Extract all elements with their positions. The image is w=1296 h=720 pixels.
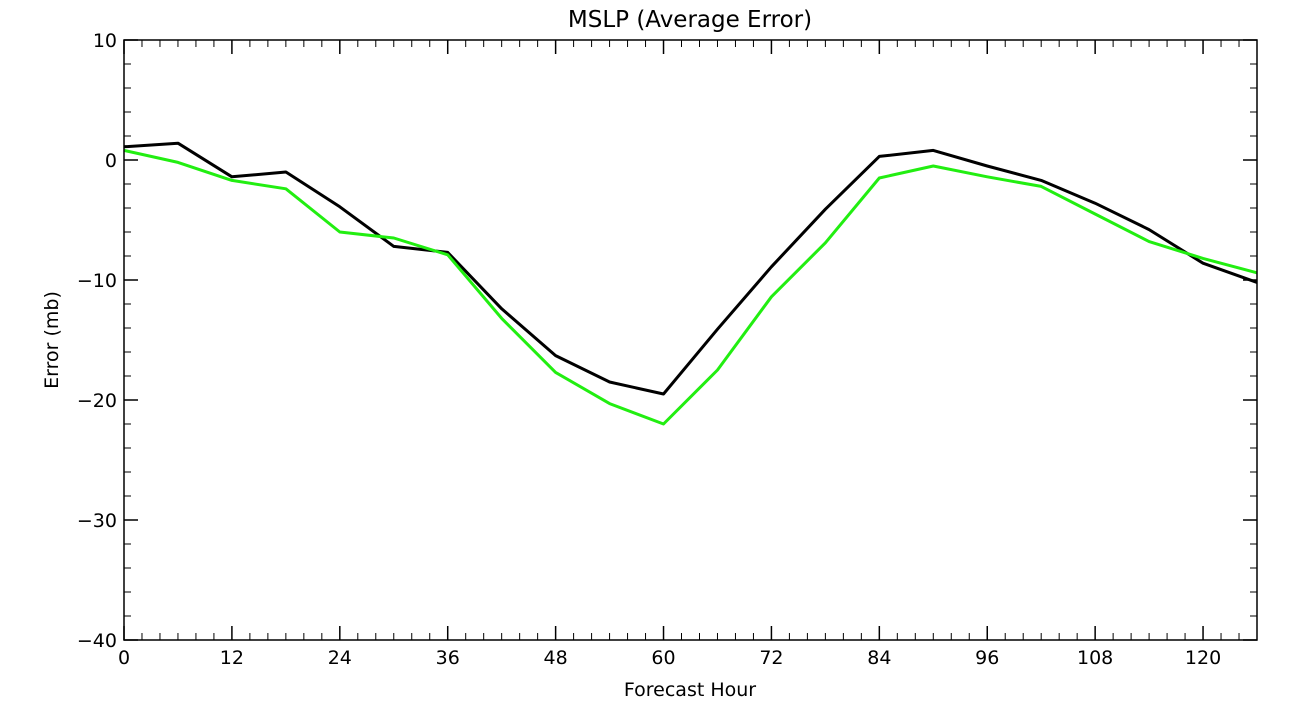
- x-tick-label: 36: [436, 647, 460, 669]
- series-lines: [123, 141, 1258, 426]
- series-line-2: [123, 148, 1258, 426]
- x-tick-label: 96: [975, 647, 999, 669]
- x-tick-label: 84: [867, 647, 891, 669]
- x-tick-label: 12: [220, 647, 244, 669]
- x-tick-label: 60: [651, 647, 675, 669]
- x-tick-label: 24: [328, 647, 352, 669]
- x-tick-label: 108: [1077, 647, 1113, 669]
- axes: 0 12 24 36 48 60 72 84 96 108 120 −40 −30 −20 −10 0 10: [77, 30, 1258, 669]
- chart-title: MSLP (Average Error): [568, 7, 812, 33]
- series-line-1: [123, 141, 1258, 396]
- y-tick-label: −30: [77, 510, 117, 532]
- y-tick-label: −10: [77, 270, 117, 292]
- x-tick-label: 72: [759, 647, 783, 669]
- x-tick-label: 120: [1185, 647, 1221, 669]
- y-tick-label: −20: [77, 390, 117, 412]
- y-tick-label: 0: [105, 150, 117, 172]
- y-axis-title: Error (mb): [41, 291, 63, 389]
- x-tick-label: 48: [544, 647, 568, 669]
- plot-frame: [123, 39, 1258, 641]
- y-tick-label: −40: [77, 630, 117, 652]
- x-tick-label: 0: [118, 647, 130, 669]
- y-tick-label: 10: [93, 30, 117, 52]
- x-axis-title: Forecast Hour: [624, 679, 756, 701]
